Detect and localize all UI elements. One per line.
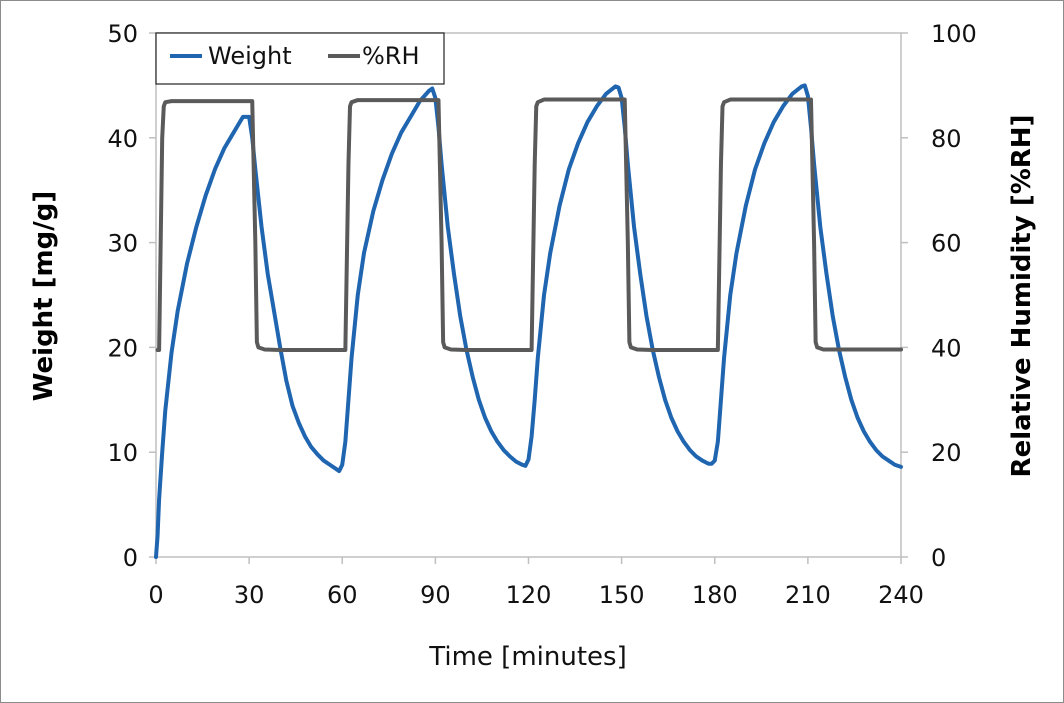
- series-line-weight: [154, 83, 903, 559]
- y2-tick-label: 60: [931, 230, 962, 258]
- legend-box: [155, 32, 445, 85]
- y-tick-label: 40: [107, 125, 138, 153]
- x-axis-title: Time [minutes]: [428, 642, 626, 672]
- x-tick-label: 0: [148, 581, 163, 609]
- x-tick-label: 120: [506, 581, 552, 609]
- y-tick-label: 30: [107, 230, 138, 258]
- y2-tick-label: 20: [931, 439, 962, 467]
- y-tick-label: 50: [107, 20, 138, 48]
- y-axis-title: Weight [mg/g]: [29, 191, 59, 401]
- legend-label-rh: %RH: [362, 42, 420, 70]
- y2-tick-label: 0: [931, 544, 946, 572]
- y2-tick-label: 100: [931, 20, 977, 48]
- y2-tick-label: 80: [931, 125, 962, 153]
- x-tick-label: 90: [420, 581, 451, 609]
- y2-axis-title: Relative Humidity [%RH]: [1007, 115, 1037, 478]
- y-tick-label: 0: [123, 544, 138, 572]
- x-tick-label: 240: [878, 581, 924, 609]
- y-tick-label: 20: [107, 334, 138, 362]
- y2-tick-label: 40: [931, 334, 962, 362]
- x-tick-label: 150: [599, 581, 645, 609]
- x-tick-label: 210: [785, 581, 831, 609]
- series-line-rh: [155, 97, 903, 353]
- x-tick-label: 180: [692, 581, 738, 609]
- x-tick-label: 60: [327, 581, 358, 609]
- x-tick-label: 30: [234, 581, 265, 609]
- y-tick-label: 10: [107, 439, 138, 467]
- legend: Weight %RH: [155, 32, 445, 85]
- legend-label-weight: Weight: [208, 42, 292, 70]
